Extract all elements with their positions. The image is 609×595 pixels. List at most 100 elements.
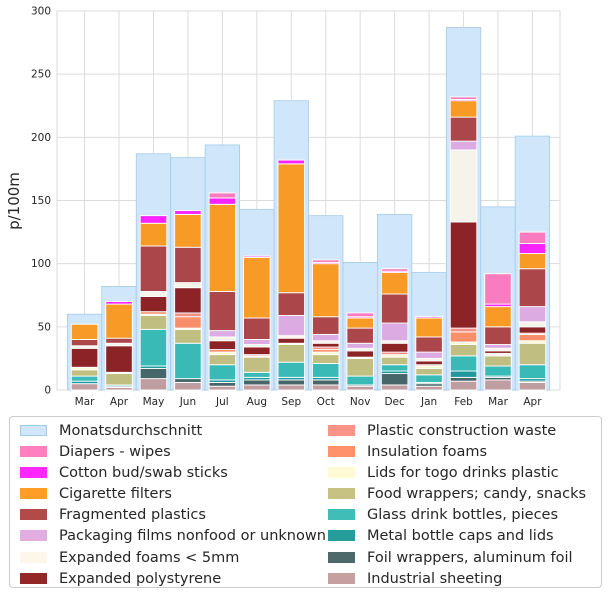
legend-swatch bbox=[20, 509, 47, 521]
legend-swatch bbox=[20, 425, 47, 436]
legend-swatch bbox=[328, 446, 355, 458]
legend-label: Insulation foams bbox=[367, 444, 488, 461]
bar-insulation-foams-11 bbox=[449, 331, 478, 343]
y-tick-label-3: 150 bbox=[31, 195, 51, 207]
legend-label: Glass drink bottles, pieces bbox=[367, 507, 559, 524]
bar-glass-drink-bottles-pieces-8 bbox=[346, 375, 374, 386]
x-tick-label-10: Jan bbox=[420, 396, 437, 408]
bar-cigarette-filters-10 bbox=[415, 317, 443, 338]
legend-label: Industrial sheeting bbox=[367, 570, 503, 587]
bar-expanded-polystyrene-9 bbox=[380, 342, 409, 353]
bar-fragmented-plastics-8 bbox=[346, 327, 374, 344]
bar-foil-wrappers-aluminum-foil-11 bbox=[449, 376, 478, 382]
legend-label: Foil wrappers, aluminum foil bbox=[367, 549, 573, 566]
bar-packaging-films-nonfood-or-unknown-9 bbox=[380, 322, 409, 342]
bar-industrial-sheeting-3 bbox=[174, 381, 202, 391]
x-tick-labels: Mar Apr May Jun Jul Aug Sep Oct Nov Dec Jan Feb Mar A… bbox=[75, 396, 543, 408]
bar-cigarette-filters-4 bbox=[208, 203, 237, 292]
bar-cotton-bud-swab-sticks-6 bbox=[277, 159, 305, 165]
bar-fragmented-plastics-1 bbox=[105, 337, 133, 344]
y-tick-label-4: 200 bbox=[31, 132, 51, 144]
bar-glass-drink-bottles-pieces-0 bbox=[70, 375, 99, 382]
y-tick-label-5: 250 bbox=[31, 69, 51, 81]
bar-fragmented-plastics-12 bbox=[484, 326, 512, 345]
bar-expanded-polystyrene-0 bbox=[70, 347, 99, 368]
bar-food-wrappers-candy-snacks-5 bbox=[243, 356, 271, 373]
bar-expanded-polystyrene-3 bbox=[174, 287, 202, 314]
x-tick-label-13: Apr bbox=[523, 396, 542, 408]
legend-swatch bbox=[328, 551, 355, 563]
bar-glass-drink-bottles-pieces-3 bbox=[174, 342, 202, 380]
bar-expanded-polystyrene-6 bbox=[277, 337, 305, 344]
bar-food-wrappers-candy-snacks-10 bbox=[415, 368, 443, 376]
legend-label: Metal bottle caps and lids bbox=[367, 528, 554, 545]
bar-glass-drink-bottles-pieces-7 bbox=[312, 363, 340, 378]
bar-cigarette-filters-6 bbox=[277, 163, 305, 294]
bar-food-wrappers-candy-snacks-7 bbox=[312, 354, 340, 364]
legend-label: Packaging films nonfood or unknown bbox=[59, 528, 326, 545]
bar-food-wrappers-candy-snacks-3 bbox=[174, 328, 202, 344]
bar-fragmented-plastics-13 bbox=[518, 268, 547, 308]
bar-industrial-sheeting-6 bbox=[277, 384, 305, 391]
bar-industrial-sheeting-11 bbox=[449, 380, 478, 391]
bar-fragmented-plastics-11 bbox=[449, 116, 478, 142]
legend-swatch bbox=[328, 509, 355, 521]
legend-label: Expanded foams < 5mm bbox=[59, 549, 240, 566]
bar-cigarette-filters-2 bbox=[139, 222, 168, 247]
bar-food-wrappers-candy-snacks-0 bbox=[70, 369, 99, 377]
x-tick-label-4: Jul bbox=[215, 396, 229, 408]
bar-expanded-foams-5mm-4 bbox=[208, 336, 237, 342]
bar-packaging-films-nonfood-or-unknown-8 bbox=[346, 342, 374, 349]
bar-cigarette-filters-7 bbox=[312, 263, 340, 318]
y-tick-label-0: 0 bbox=[44, 385, 51, 397]
bar-diapers-wipes-12 bbox=[484, 273, 512, 305]
y-tick-label-2: 100 bbox=[31, 258, 51, 270]
bar-cigarette-filters-13 bbox=[518, 253, 547, 270]
bar-industrial-sheeting-2 bbox=[139, 378, 168, 391]
bar-cigarette-filters-11 bbox=[449, 100, 478, 118]
bar-diapers-wipes-4 bbox=[208, 192, 237, 199]
bar-industrial-sheeting-0 bbox=[70, 383, 99, 391]
y-tick-labels: 0 50 100 150 200 250 300 bbox=[31, 6, 51, 397]
bar-diapers-wipes-13 bbox=[518, 231, 547, 244]
bar-diapers-wipes-7 bbox=[312, 259, 340, 263]
legend-label: Lids for togo drinks plastic bbox=[367, 465, 559, 482]
bar-cigarette-filters-0 bbox=[70, 323, 99, 340]
bar-food-wrappers-candy-snacks-1 bbox=[105, 373, 133, 386]
bar-expanded-polystyrene-13 bbox=[518, 326, 547, 334]
bar-foil-wrappers-aluminum-foil-7 bbox=[312, 379, 340, 386]
x-tick-label-1: Apr bbox=[110, 396, 129, 408]
x-tick-label-2: May bbox=[143, 396, 165, 408]
bar-cotton-bud-swab-sticks-10 bbox=[415, 316, 443, 319]
legend-label: Cigarette filters bbox=[59, 486, 172, 503]
bar-fragmented-plastics-7 bbox=[312, 316, 340, 335]
bar-insulation-foams-13 bbox=[518, 333, 547, 342]
bar-industrial-sheeting-12 bbox=[484, 379, 512, 391]
bar-foil-wrappers-aluminum-foil-6 bbox=[277, 379, 305, 386]
bar-packaging-films-nonfood-or-unknown-4 bbox=[208, 330, 237, 338]
bar-plastic-construction-waste-3 bbox=[174, 312, 202, 318]
bar-cotton-bud-swab-sticks-13 bbox=[518, 243, 547, 255]
bar-cotton-bud-swab-sticks-5 bbox=[243, 255, 271, 258]
bar-cigarette-filters-8 bbox=[346, 317, 374, 329]
bar-glass-drink-bottles-pieces-6 bbox=[277, 361, 305, 378]
legend: Monatsdurchschnitt Diapers - wipes Cotton … bbox=[9, 416, 602, 588]
bar-food-wrappers-candy-snacks-9 bbox=[380, 356, 409, 366]
bar-insulation-foams-3 bbox=[174, 316, 202, 329]
bar-glass-drink-bottles-pieces-5 bbox=[243, 371, 271, 378]
bar-food-wrappers-candy-snacks-11 bbox=[449, 344, 478, 357]
bar-glass-drink-bottles-pieces-12 bbox=[484, 365, 512, 377]
bar-foil-wrappers-aluminum-foil-5 bbox=[243, 379, 271, 386]
x-tick-label-11: Feb bbox=[454, 396, 473, 408]
x-tick-label-5: Aug bbox=[247, 396, 268, 408]
bar-glass-drink-bottles-pieces-2 bbox=[139, 328, 168, 367]
legend-swatch bbox=[328, 572, 355, 584]
bar-packaging-films-nonfood-or-unknown-13 bbox=[518, 306, 547, 323]
y-tick-label-1: 50 bbox=[38, 321, 51, 333]
bar-food-wrappers-candy-snacks-12 bbox=[484, 355, 512, 367]
bar-cigarette-filters-1 bbox=[105, 303, 133, 339]
bar-food-wrappers-candy-snacks-4 bbox=[208, 354, 237, 366]
bar-food-wrappers-candy-snacks-2 bbox=[139, 315, 168, 330]
x-tick-label-12: Mar bbox=[488, 396, 508, 408]
bar-fragmented-plastics-2 bbox=[139, 245, 168, 292]
